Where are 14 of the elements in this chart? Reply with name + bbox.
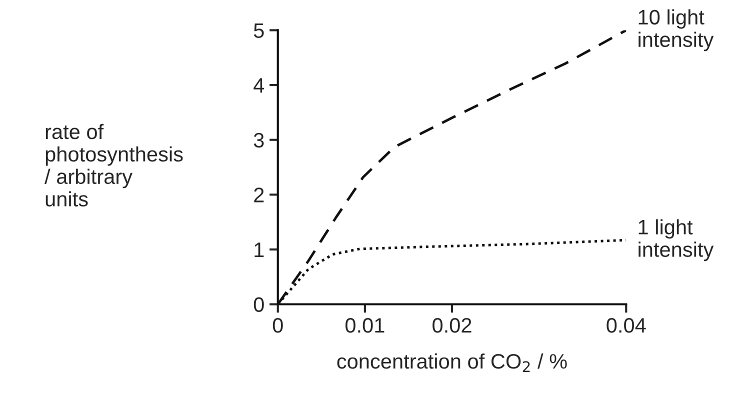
- y-tick-label: 3: [254, 132, 264, 148]
- series-label: 10 light intensity: [638, 9, 714, 52]
- y-tick-label: 0: [254, 297, 264, 312]
- y-axis-title: rate of photosynthesis / arbitrary units: [44, 124, 183, 206]
- x-tick-label: 0.01: [345, 318, 384, 333]
- x-tick-label: 0: [272, 318, 283, 333]
- x-tick-label: 0.04: [606, 318, 646, 333]
- x-axis-title: concentration of CO$_{2}$ / %: [337, 353, 567, 372]
- y-tick-label: 2: [254, 188, 264, 202]
- y-tick-label: 5: [254, 23, 264, 38]
- series-label: 1 light intensity: [638, 219, 714, 262]
- x-tick-label: 0.02: [432, 318, 472, 333]
- y-tick-label: 1: [254, 242, 264, 258]
- y-tick-label: 4: [254, 78, 264, 93]
